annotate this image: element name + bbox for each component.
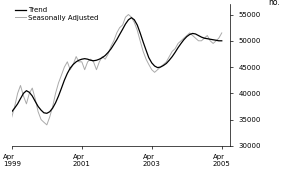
Legend: Trend, Seasonally Adjusted: Trend, Seasonally Adjusted — [15, 7, 99, 21]
Y-axis label: no.: no. — [268, 0, 280, 7]
